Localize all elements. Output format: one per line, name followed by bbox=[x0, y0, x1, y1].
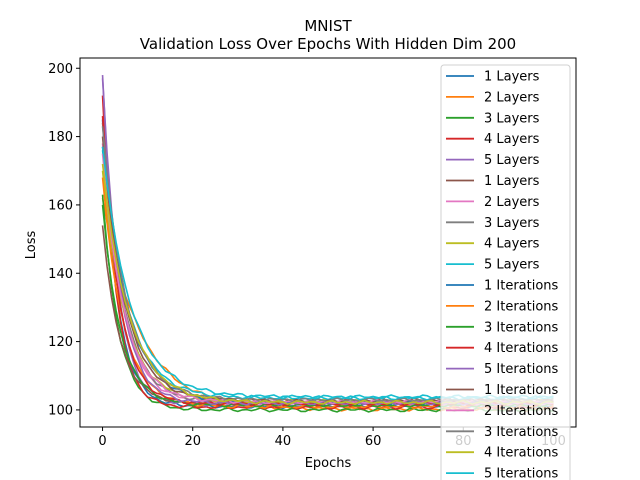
x-tick-label: 60 bbox=[365, 434, 382, 449]
legend-entry: 2 Iterations bbox=[484, 404, 559, 419]
legend-entry: 5 Layers bbox=[484, 153, 540, 168]
legend-entry: 1 Layers bbox=[484, 70, 540, 85]
x-tick-label: 40 bbox=[275, 434, 292, 449]
y-tick-label: 100 bbox=[48, 403, 73, 418]
legend: 1 Layers 2 Layers 3 Layers 4 Layers 5 Layers… bbox=[440, 64, 571, 480]
x-axis-label: Epochs bbox=[305, 456, 352, 471]
legend-entry: 3 Layers bbox=[484, 216, 540, 231]
legend-entry: 5 Iterations bbox=[484, 362, 559, 377]
y-tick-label: 180 bbox=[48, 130, 73, 145]
y-tick-label: 140 bbox=[48, 267, 73, 282]
legend-entry: 3 Iterations bbox=[484, 425, 559, 440]
x-tick-label: 20 bbox=[184, 434, 201, 449]
y-tick-label: 200 bbox=[48, 62, 73, 77]
legend-entry: 2 Iterations bbox=[484, 299, 559, 314]
legend-entry: 3 Iterations bbox=[484, 320, 559, 335]
y-tick-label: 120 bbox=[48, 335, 73, 350]
y-axis-label: Loss bbox=[24, 231, 39, 260]
legend-box bbox=[440, 64, 571, 480]
legend-entry: 4 Iterations bbox=[484, 341, 559, 356]
legend-entry: 2 Layers bbox=[484, 195, 540, 210]
y-tick-label: 160 bbox=[48, 198, 73, 213]
legend-entry: 4 Layers bbox=[484, 132, 540, 147]
legend-entry: 1 Iterations bbox=[484, 279, 559, 294]
legend-entry: 2 Layers bbox=[484, 90, 540, 105]
x-tick-label: 0 bbox=[98, 434, 106, 449]
axes: 020406080100100120140160180200 bbox=[48, 57, 577, 449]
plot-frame bbox=[79, 57, 577, 428]
chart-title-group: MNIST Validation Loss Over Epochs With H… bbox=[140, 17, 516, 53]
chart-subtitle: Validation Loss Over Epochs With Hidden … bbox=[140, 35, 516, 53]
legend-entry: 1 Iterations bbox=[484, 383, 559, 398]
legend-entry: 4 Iterations bbox=[484, 446, 559, 461]
legend-entry: 4 Layers bbox=[484, 237, 540, 252]
legend-entry: 5 Layers bbox=[484, 258, 540, 273]
legend-entry: 1 Layers bbox=[484, 174, 540, 189]
chart-title: MNIST bbox=[304, 17, 352, 35]
legend-entry: 5 Iterations bbox=[484, 467, 559, 480]
legend-entry: 3 Layers bbox=[484, 111, 540, 126]
